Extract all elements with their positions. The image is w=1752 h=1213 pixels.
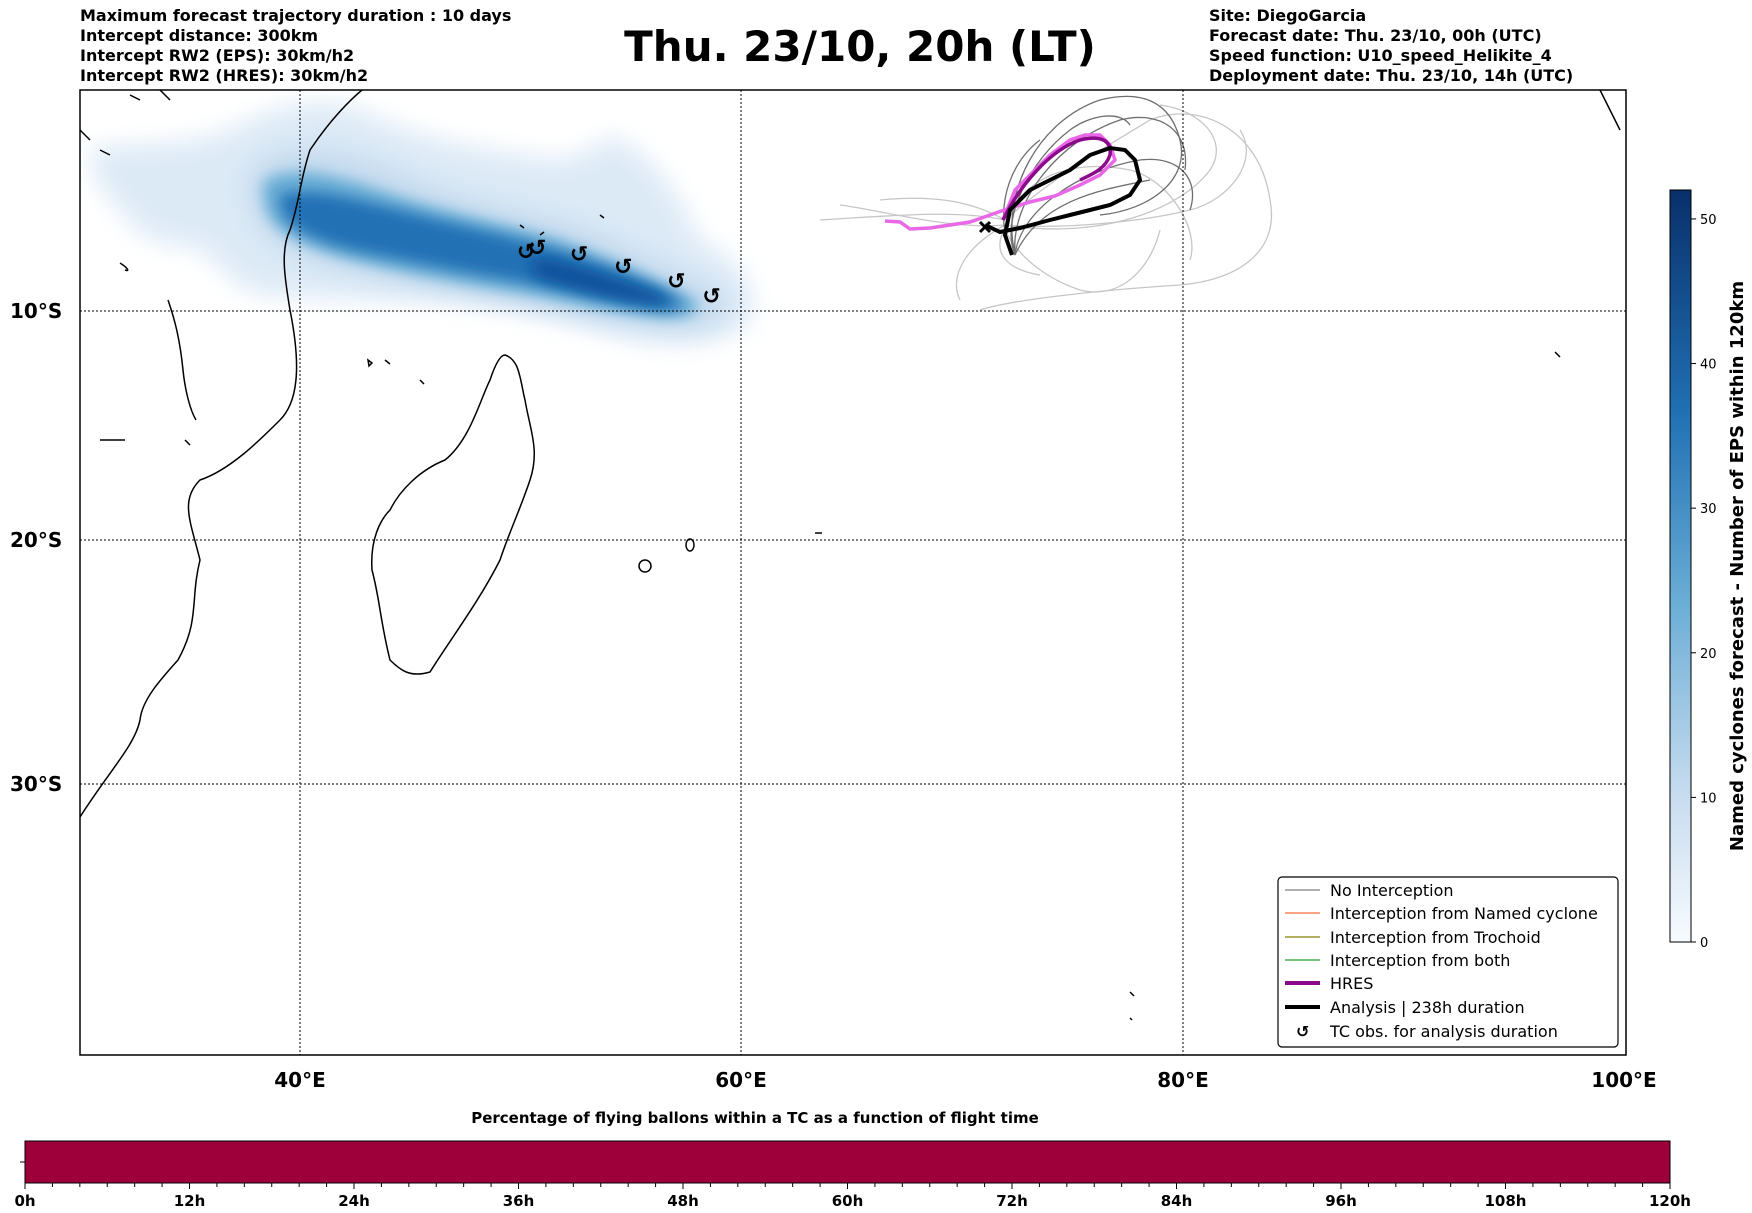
seychelles-islands (519, 214, 605, 236)
lon-label-100e: 100°E (1591, 1068, 1656, 1092)
time-tick-label: 36h (503, 1192, 535, 1210)
legend-label-both: Interception from both (1330, 951, 1510, 970)
tc-observation-markers: ↺↺ ↺↺↺↺ (517, 236, 721, 309)
latitude-labels: 10°S 20°S 30°S (10, 299, 62, 796)
lat-label-30s: 30°S (10, 772, 62, 796)
map-legend: No Interception Interception from Named … (1277, 876, 1619, 1048)
tc-marker-icon: ↺ (702, 284, 720, 309)
speed-function-text: Speed function: U10_speed_Helikite_4 (1209, 46, 1552, 65)
africa-coastline (80, 90, 363, 818)
mauritius-island (685, 538, 695, 552)
page-title: Thu. 23/10, 20h (LT) (624, 22, 1096, 71)
legend-box (1277, 876, 1619, 1048)
lat-label-20s: 20°S (10, 528, 62, 552)
legend-label-hres: HRES (1330, 974, 1373, 993)
deployment-site-marker (978, 220, 992, 234)
india-coast-fragment (1599, 90, 1621, 131)
east-islands (1129, 351, 1561, 1021)
lat-label-10s: 10°S (10, 299, 62, 323)
legend-label-trochoid: Interception from Trochoid (1330, 928, 1541, 947)
madagascar-coastline (371, 354, 536, 675)
eps-trajectories-dark (1003, 95, 1194, 256)
time-tick-label: 0h (14, 1192, 35, 1210)
map-gridlines (80, 90, 1626, 1055)
tc-marker-icon: ↺ (614, 255, 632, 280)
header-left: Maximum forecast trajectory duration : 1… (80, 6, 511, 86)
intercept-eps-text: Intercept RW2 (EPS): 30km/h2 (80, 46, 355, 65)
north-coast-fragments (80, 90, 171, 156)
colorbar-tick-label: 50 (1700, 213, 1717, 228)
time-tick-label: 24h (338, 1192, 370, 1210)
map-frame (79, 89, 1627, 1056)
time-tick-label: 48h (667, 1192, 699, 1210)
colorbar-tick-label: 10 (1700, 791, 1717, 806)
legend-label-no-interception: No Interception (1330, 881, 1454, 900)
intercept-distance-text: Intercept distance: 300km (80, 26, 319, 45)
lon-label-60e: 60°E (715, 1068, 767, 1092)
colorbar-tick-label: 20 (1700, 647, 1717, 662)
legend-tc-marker-icon: ↺ (1296, 1022, 1309, 1041)
time-tick-label: 12h (174, 1192, 206, 1210)
time-bar-fill (24, 1140, 1671, 1184)
reunion-island (638, 559, 652, 573)
time-tick-label: 120h (1649, 1192, 1691, 1210)
max-duration-text: Maximum forecast trajectory duration : 1… (80, 6, 512, 25)
time-bar-title: Percentage of flying ballons within a TC… (471, 1109, 1039, 1127)
colorbar-tick-label: 30 (1700, 502, 1717, 517)
cyclone-density-field (90, 103, 753, 344)
time-tick-label: 84h (1161, 1192, 1193, 1210)
legend-label-analysis: Analysis | 238h duration (1330, 998, 1525, 1017)
site-text: Site: DiegoGarcia (1209, 6, 1367, 25)
colorbar-tick-label: 40 (1700, 358, 1717, 373)
time-tick-label: 96h (1325, 1192, 1357, 1210)
time-tick-label: 60h (832, 1192, 864, 1210)
colorbar-tick-label: 0 (1700, 936, 1708, 951)
time-tick-label: 72h (996, 1192, 1028, 1210)
legend-label-tc-obs: TC obs. for analysis duration (1329, 1022, 1558, 1041)
time-tick-label: 108h (1485, 1192, 1527, 1210)
colorbar-ticks: 0 10 20 30 40 50 (1691, 213, 1717, 951)
coastlines (80, 90, 1621, 1021)
hres-trajectory (884, 133, 1118, 231)
lon-label-80e: 80°E (1157, 1068, 1209, 1092)
lon-label-40e: 40°E (274, 1068, 326, 1092)
tc-marker-icon: ↺ (528, 236, 546, 261)
intercept-hres-text: Intercept RW2 (HRES): 30km/h2 (80, 66, 369, 85)
comoros-islands (366, 358, 425, 385)
header-right: Site: DiegoGarcia Forecast date: Thu. 23… (1209, 6, 1573, 86)
tc-marker-icon: ↺ (667, 270, 685, 295)
deployment-date-text: Deployment date: Thu. 23/10, 14h (UTC) (1209, 66, 1574, 85)
longitude-labels: 40°E 60°E 80°E 100°E (274, 1068, 1656, 1092)
hres-trajectory-late (1001, 136, 1112, 221)
time-bar-ticks: 0h 12h 24h 36h 48h 60h 72h 84h 96h 108h 120h (14, 1183, 1691, 1210)
lakes (100, 262, 197, 446)
analysis-trajectory (984, 145, 1143, 256)
flight-time-bar: Percentage of flying ballons within a TC… (14, 1109, 1691, 1210)
colorbar-gradient (1669, 189, 1692, 943)
tc-marker-icon: ↺ (570, 242, 588, 267)
density-colorbar: 0 10 20 30 40 50 Named cyclones forecast - Nu… (1669, 189, 1748, 951)
legend-label-named-cyclone: Interception from Named cyclone (1330, 904, 1598, 923)
forecast-date-text: Forecast date: Thu. 23/10, 00h (UTC) (1209, 26, 1542, 45)
tc-marker-icon: ↺ (517, 240, 535, 265)
colorbar-title: Named cyclones forecast - Number of EPS … (1727, 281, 1748, 851)
